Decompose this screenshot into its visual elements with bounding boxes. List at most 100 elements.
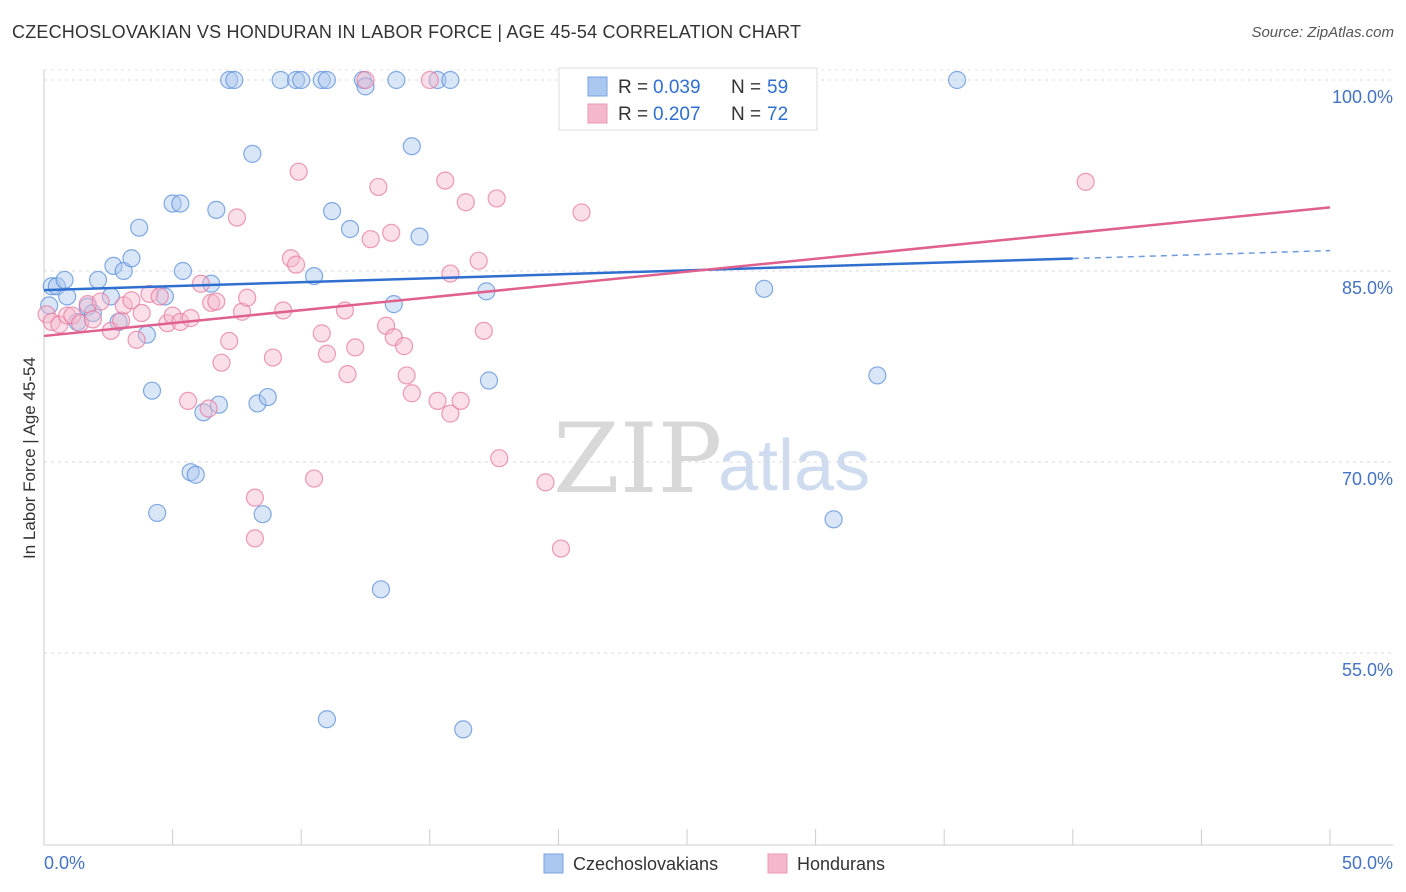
point-honduran [227, 208, 246, 227]
point-czechoslovakian [322, 202, 342, 221]
point-czechoslovakian [384, 295, 403, 314]
point-czechoslovakian [142, 381, 162, 400]
watermark-atlas: atlas [718, 426, 870, 506]
point-honduran [356, 70, 375, 90]
point-honduran [474, 321, 493, 340]
point-honduran [207, 292, 226, 311]
point-czechoslovakian [292, 70, 311, 90]
x-tick-label-max: 50.0% [1342, 853, 1393, 873]
watermark-zip: ZIP [553, 403, 722, 515]
point-czechoslovakian [220, 70, 239, 90]
point-honduran [490, 449, 509, 468]
point-honduran [91, 292, 110, 311]
point-honduran [428, 391, 447, 410]
point-czechoslovakian [243, 144, 262, 163]
point-honduran [551, 539, 571, 558]
point-czechoslovakian [173, 261, 192, 281]
point-czechoslovakian [356, 77, 375, 96]
point-honduran [122, 291, 141, 310]
trend-line-hondurans [43, 206, 1331, 338]
point-honduran [199, 399, 218, 418]
point-czechoslovakian [454, 720, 473, 739]
legend: R = 0.039 N = 59 R = 0.207 N = 72 [558, 67, 818, 131]
trend-lines [43, 206, 1331, 338]
point-czechoslovakian [271, 70, 290, 90]
legend-swatch-czechoslovakians [587, 76, 608, 97]
point-czechoslovakian [248, 394, 267, 413]
y-tick-label: 55.0% [1342, 660, 1393, 680]
point-honduran [63, 306, 82, 325]
y-tick-labels: 55.0% 70.0% 85.0% 100.0% [1332, 87, 1393, 680]
point-honduran [441, 404, 460, 423]
bottom-legend-swatch-czechoslovakians [543, 853, 564, 874]
point-czechoslovakian [441, 70, 460, 90]
legend-r-value-1: 0.039 [653, 77, 701, 98]
point-czechoslovakian [304, 266, 324, 286]
point-honduran [456, 193, 475, 212]
point-honduran [304, 469, 324, 488]
x-tick-label-min: 0.0% [44, 853, 85, 873]
y-tick-label: 100.0% [1332, 87, 1393, 107]
y-axis-label: In Labor Force | Age 45-54 [20, 357, 39, 559]
point-czechoslovakian [410, 227, 429, 246]
chart-title: CZECHOSLOVAKIAN VS HONDURAN IN LABOR FOR… [12, 22, 802, 42]
point-honduran [394, 337, 414, 356]
point-honduran [338, 365, 357, 384]
legend-n-value-1: 59 [767, 77, 788, 98]
point-czechoslovakian [104, 256, 123, 276]
point-honduran [312, 324, 331, 343]
point-honduran [132, 303, 151, 323]
point-honduran [572, 203, 591, 222]
legend-n-label-2: N = [731, 104, 761, 125]
point-honduran [487, 189, 506, 208]
legend-n-value-2: 72 [767, 104, 788, 125]
point-honduran [181, 309, 200, 328]
point-czechoslovakian [163, 194, 182, 213]
point-honduran [263, 348, 283, 367]
y-tick-label: 70.0% [1342, 469, 1393, 489]
point-honduran [469, 251, 488, 270]
point-czechoslovakian [58, 287, 77, 306]
point-czechoslovakian [387, 70, 406, 90]
point-honduran [245, 529, 265, 548]
point-czechoslovakian [286, 70, 306, 90]
point-honduran [191, 274, 210, 293]
point-czechoslovakian [258, 387, 277, 407]
bottom-legend-swatch-hondurans [767, 853, 788, 874]
point-honduran [436, 171, 455, 190]
point-czechoslovakian [225, 70, 244, 90]
legend-r-label-1: R = [618, 77, 648, 98]
point-honduran [346, 338, 365, 357]
point-czechoslovakian [947, 70, 967, 90]
point-honduran [536, 473, 555, 492]
bottom-legend: Czechoslovakians Hondurans [543, 853, 885, 874]
legend-swatch-hondurans [587, 103, 608, 124]
point-czechoslovakian [253, 505, 272, 524]
point-honduran [1076, 172, 1095, 191]
point-honduran [382, 223, 401, 242]
point-honduran [397, 366, 416, 385]
point-czechoslovakian [312, 70, 331, 90]
trend-line-czechoslovakians-extension [1072, 249, 1331, 260]
point-czechoslovakian [371, 580, 391, 599]
point-czechoslovakian [317, 70, 337, 90]
axes [43, 70, 1393, 846]
point-honduran [289, 162, 308, 181]
point-honduran [420, 70, 439, 90]
legend-r-value-2: 0.207 [653, 104, 701, 125]
point-czechoslovakian [55, 270, 74, 290]
point-czechoslovakian [428, 70, 447, 90]
point-czechoslovakian [171, 194, 190, 213]
point-honduran [150, 287, 169, 306]
point-czechoslovakian [122, 249, 141, 268]
point-czechoslovakian [755, 279, 774, 298]
point-czechoslovakian [130, 218, 149, 237]
point-honduran [286, 255, 306, 274]
point-czechoslovakian [824, 510, 843, 529]
point-czechoslovakian [207, 200, 226, 219]
trend-line-czechoslovakians [43, 257, 1073, 292]
point-czechoslovakian [209, 395, 228, 414]
point-honduran [369, 177, 388, 197]
point-honduran [451, 391, 470, 410]
point-honduran [220, 331, 239, 351]
